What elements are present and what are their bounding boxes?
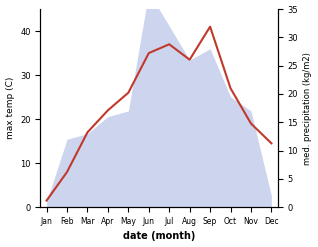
X-axis label: date (month): date (month) <box>123 231 195 242</box>
Y-axis label: med. precipitation (kg/m2): med. precipitation (kg/m2) <box>303 52 313 165</box>
Y-axis label: max temp (C): max temp (C) <box>5 77 15 139</box>
